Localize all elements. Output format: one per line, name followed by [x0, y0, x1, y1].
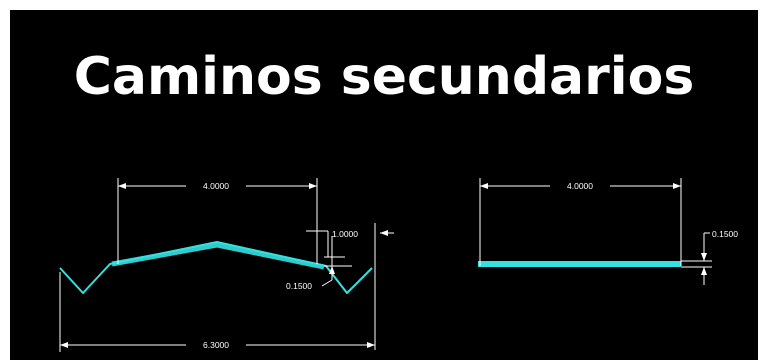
- right-top-width-label: 4.0000: [567, 181, 593, 191]
- right-cross-section: 4.0000 0.1500: [478, 178, 738, 285]
- left-cross-section: 4.0000 1.0000 0.1500: [59, 178, 394, 352]
- right-thickness-dimension: 0.1500: [681, 229, 738, 285]
- left-top-dimension: 4.0000: [117, 178, 318, 264]
- cross-section-diagram: 4.0000 1.0000 0.1500: [59, 178, 738, 352]
- left-road-layer: [111, 242, 325, 270]
- left-thickness-label: 0.1500: [286, 281, 312, 291]
- slide: Caminos secundarios 4.0000: [10, 10, 758, 360]
- left-total-dimension: 6.3000: [59, 272, 375, 352]
- left-total-width-label: 6.3000: [203, 340, 229, 350]
- left-crown-dimension: 1.0000: [306, 223, 394, 350]
- right-thickness-label: 0.1500: [712, 229, 738, 239]
- slide-title: Caminos secundarios: [73, 47, 695, 107]
- left-thickness-dimension: 0.1500: [286, 266, 335, 291]
- left-road-surface: [59, 241, 373, 294]
- left-crown-height-label: 1.0000: [332, 229, 358, 239]
- left-top-width-label: 4.0000: [203, 181, 229, 191]
- right-top-dimension: 4.0000: [479, 178, 682, 266]
- right-road-surface: [478, 261, 681, 267]
